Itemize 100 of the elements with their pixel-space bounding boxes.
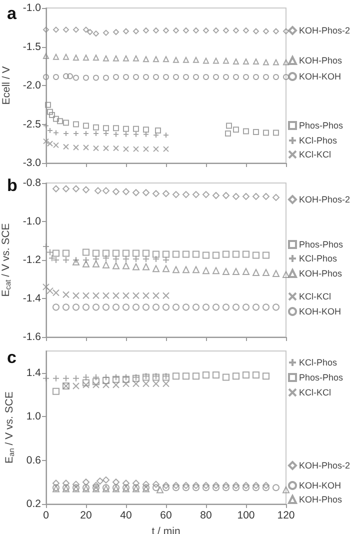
point xyxy=(72,258,80,266)
point xyxy=(263,28,269,34)
point xyxy=(213,74,219,80)
point xyxy=(122,304,130,311)
point xyxy=(102,187,110,194)
point xyxy=(273,74,279,80)
point xyxy=(102,377,110,384)
point xyxy=(133,126,139,132)
point xyxy=(132,250,140,257)
point xyxy=(182,304,190,311)
point xyxy=(47,108,53,115)
point xyxy=(183,27,189,34)
point xyxy=(132,380,140,388)
point xyxy=(72,185,80,192)
point xyxy=(242,482,250,489)
point xyxy=(142,292,150,300)
point xyxy=(72,292,80,300)
y-tick-label: -3.0 xyxy=(22,157,42,169)
point xyxy=(143,126,149,133)
point xyxy=(212,267,220,274)
point xyxy=(92,482,100,489)
point xyxy=(152,265,160,272)
y-tick-label: -1.6 xyxy=(22,331,42,343)
point xyxy=(73,74,79,81)
point xyxy=(253,74,259,80)
point xyxy=(203,27,209,34)
legend-label: KCl-Phos xyxy=(299,136,338,146)
point xyxy=(112,304,120,311)
point xyxy=(123,74,129,80)
point xyxy=(45,102,51,108)
point xyxy=(225,130,231,137)
point xyxy=(212,372,220,379)
point xyxy=(162,250,170,258)
point xyxy=(202,267,210,274)
point xyxy=(253,129,259,135)
legend-label: KCl-Phos xyxy=(299,254,338,264)
point xyxy=(162,380,170,388)
point xyxy=(282,270,290,278)
point xyxy=(232,250,240,258)
point xyxy=(112,381,120,388)
point xyxy=(93,30,99,37)
point xyxy=(133,74,139,80)
point xyxy=(253,58,259,64)
point xyxy=(142,380,150,388)
point xyxy=(53,116,59,122)
point xyxy=(202,484,210,492)
x-tick-label: 20 xyxy=(80,510,92,522)
point xyxy=(52,304,60,311)
y-tick-label: -0.8 xyxy=(22,177,42,189)
point xyxy=(192,372,200,380)
point xyxy=(193,27,199,34)
point xyxy=(155,127,161,134)
y-tick-label: -2.0 xyxy=(22,80,42,92)
point xyxy=(152,480,160,488)
point xyxy=(282,486,290,494)
point xyxy=(83,26,89,33)
point xyxy=(213,27,219,34)
legend-label: Phos-Phos xyxy=(299,120,344,130)
point xyxy=(67,73,73,80)
point xyxy=(192,484,200,492)
point xyxy=(172,250,180,258)
point xyxy=(62,304,70,311)
point xyxy=(103,145,109,152)
point xyxy=(202,304,210,311)
point xyxy=(243,128,249,134)
point xyxy=(182,266,190,274)
point xyxy=(182,250,190,258)
point xyxy=(243,58,249,64)
y-tick-label: 1.0 xyxy=(26,410,42,423)
point xyxy=(262,482,270,489)
point xyxy=(222,482,230,489)
point xyxy=(252,484,260,492)
point xyxy=(103,125,109,132)
point xyxy=(83,54,89,61)
point xyxy=(153,56,159,62)
point xyxy=(52,185,60,192)
point xyxy=(82,381,90,388)
point xyxy=(262,372,270,380)
point xyxy=(123,28,129,34)
point xyxy=(122,262,130,270)
point xyxy=(182,191,190,198)
point xyxy=(93,74,99,81)
point xyxy=(262,252,270,259)
point xyxy=(52,480,60,487)
point xyxy=(232,372,240,380)
point xyxy=(222,192,230,200)
point xyxy=(202,191,210,198)
point xyxy=(172,484,180,492)
point xyxy=(122,250,130,257)
point xyxy=(162,482,170,489)
point xyxy=(163,74,169,80)
legend-label: KOH-Phos xyxy=(299,494,343,504)
point xyxy=(62,185,70,192)
point xyxy=(73,121,79,128)
point xyxy=(43,53,49,60)
point xyxy=(142,304,150,311)
legend-label: KOH-Phos-2 xyxy=(299,460,350,470)
point xyxy=(212,484,220,492)
point xyxy=(122,380,130,388)
point xyxy=(132,263,140,270)
